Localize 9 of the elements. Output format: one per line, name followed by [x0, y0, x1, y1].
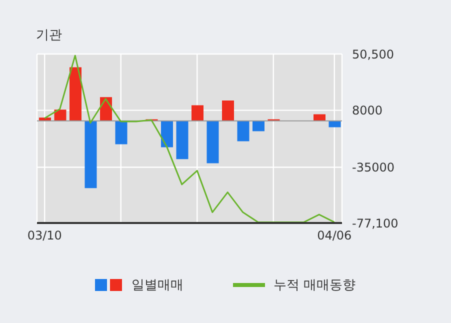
- y-tick-label: -35000: [352, 160, 395, 174]
- x-tick-label: 04/06: [317, 228, 352, 243]
- y-tick-label: 50,500: [352, 47, 394, 62]
- x-tick-label: 03/10: [27, 228, 62, 243]
- y-tick-label: -77,100: [352, 216, 398, 230]
- y-tick-label: 8000: [352, 104, 383, 118]
- legend-label: 일별매매: [131, 277, 184, 294]
- legend-label: 누적 매매동향: [273, 277, 356, 294]
- chart-title: 기관: [36, 27, 62, 44]
